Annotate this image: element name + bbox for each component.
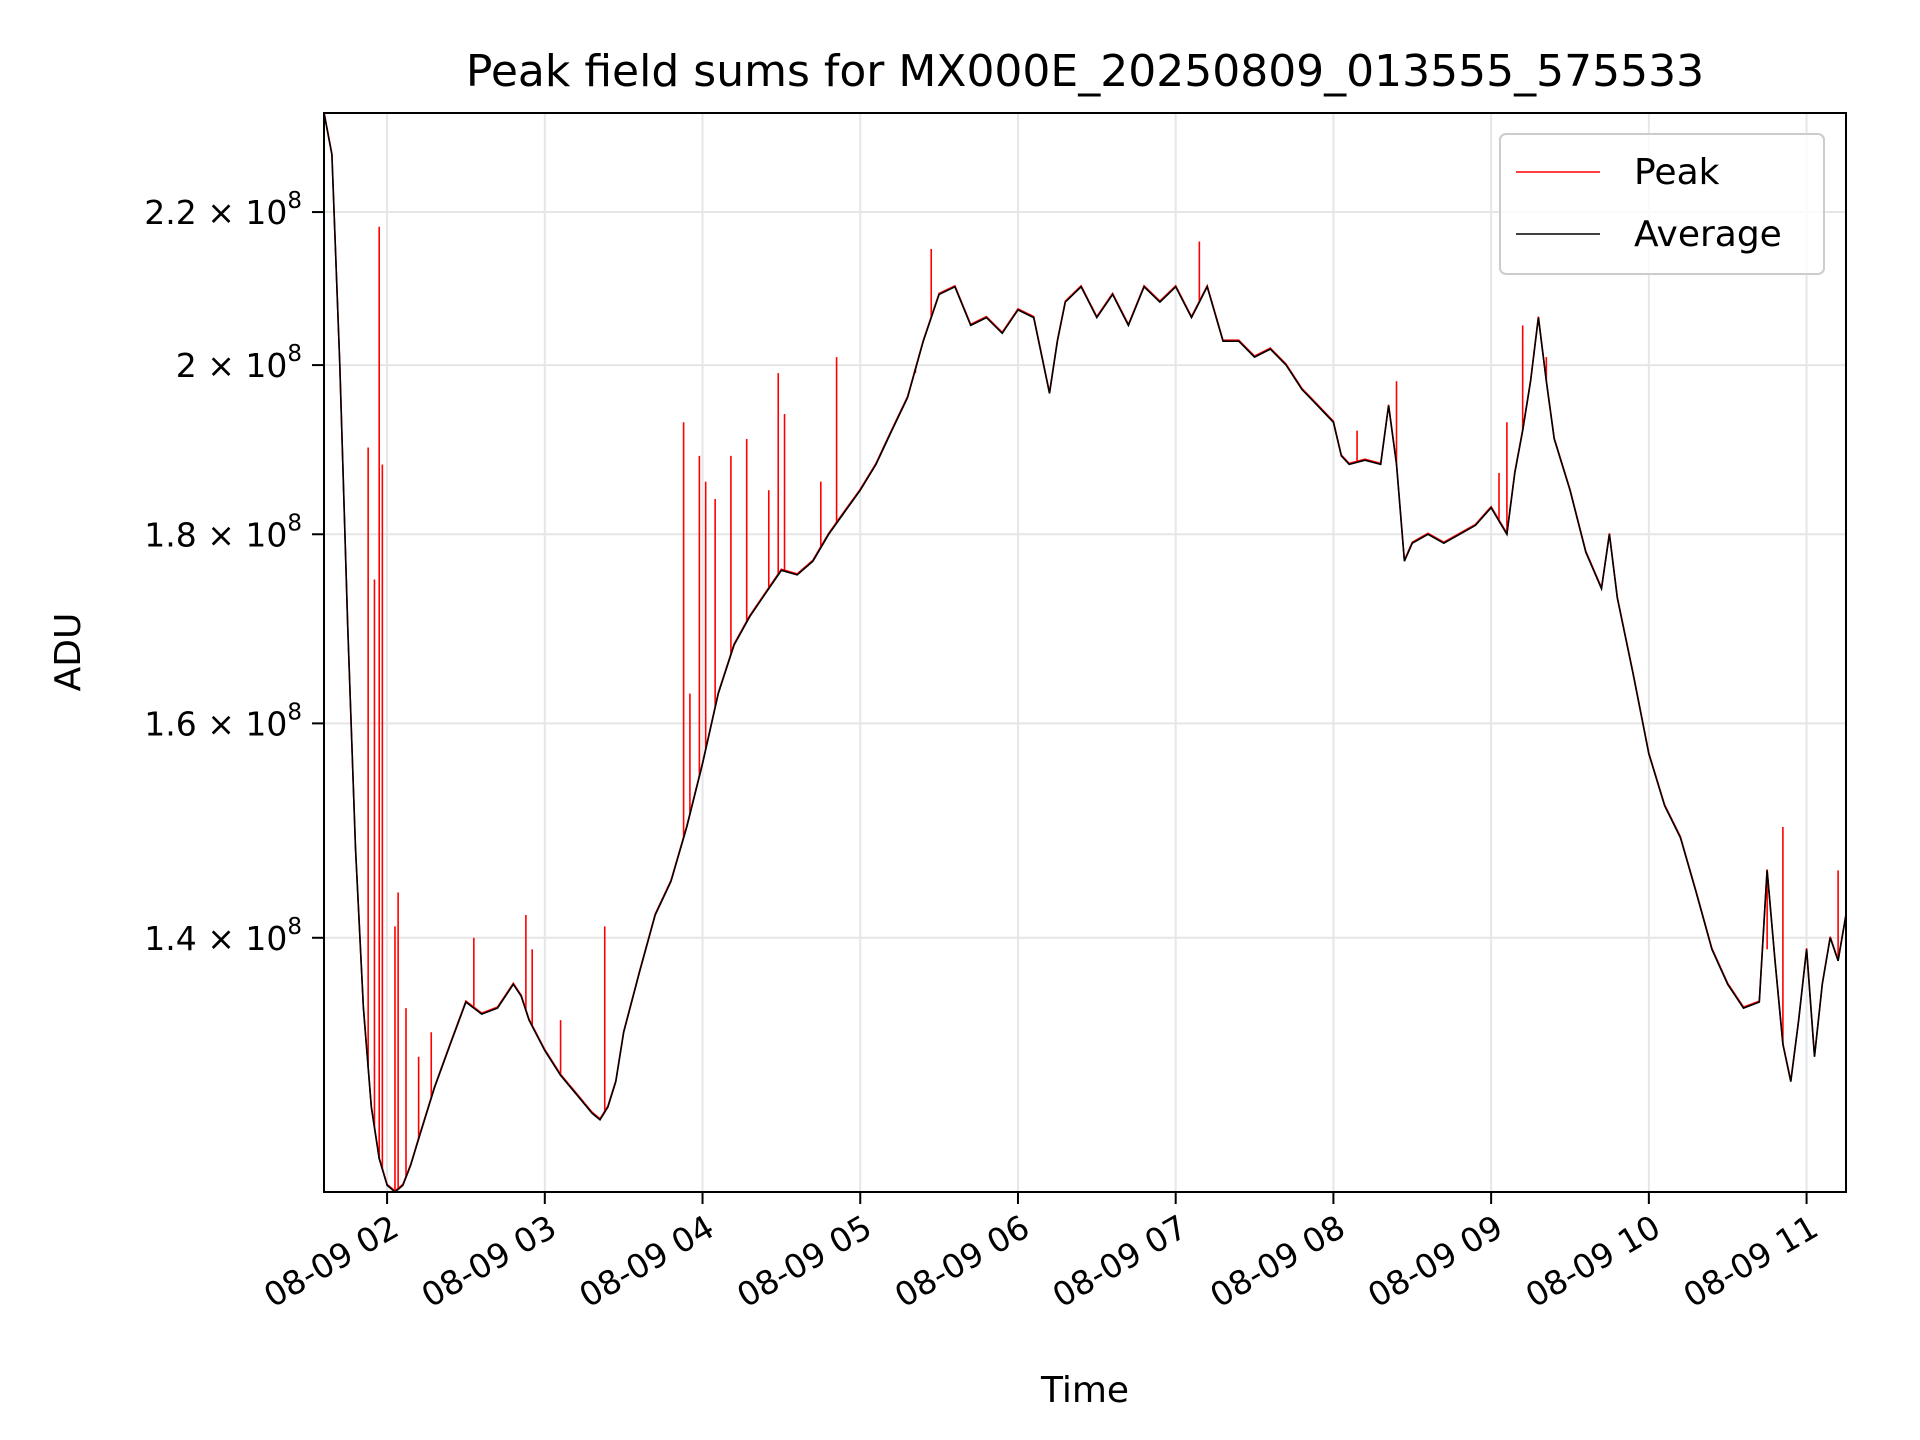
x-axis-label: Time (1040, 1370, 1129, 1411)
x-tick-label: 08-09 03 (415, 1207, 563, 1315)
x-tick-label: 08-09 07 (1046, 1207, 1194, 1315)
y-tick-label: 1.6 × 108 (144, 699, 302, 743)
x-tick-label: 08-09 02 (257, 1207, 405, 1315)
y-tick-label: 2 × 108 (176, 341, 302, 385)
plot-frame (323, 112, 1847, 1193)
x-tick-label: 08-09 05 (730, 1207, 878, 1315)
x-tick-label: 08-09 06 (888, 1207, 1036, 1315)
y-tick-label: 2.2 × 108 (144, 188, 302, 232)
legend-box (1499, 133, 1825, 275)
series-layer (324, 113, 1846, 1192)
series-average-line (324, 113, 1846, 1192)
x-tick-label: 08-09 04 (573, 1207, 721, 1315)
x-tick-label: 08-09 10 (1519, 1207, 1667, 1315)
y-tick-label: 1.4 × 108 (144, 914, 302, 958)
legend-label-peak: Peak (1634, 152, 1720, 193)
x-tick-label: 08-09 08 (1203, 1207, 1351, 1315)
legend: Peak Average (1499, 133, 1825, 275)
x-tick-label: 08-09 09 (1361, 1207, 1509, 1315)
grid-lines (324, 113, 1846, 1192)
y-tick-label: 1.8 × 108 (144, 510, 302, 554)
chart-title: Peak field sums for MX000E_20250809_0135… (466, 46, 1704, 97)
y-axis-ticks: 1.4 × 108 1.6 × 108 1.8 × 108 2 × 108 2.2 × … (144, 188, 324, 958)
x-axis-ticks: 08-09 02 08-09 03 08-09 04 08-09 05 08-09 06… (257, 1192, 1825, 1315)
legend-label-average: Average (1634, 214, 1782, 255)
x-tick-label: 08-09 11 (1677, 1207, 1825, 1315)
y-axis-label: ADU (48, 613, 89, 692)
